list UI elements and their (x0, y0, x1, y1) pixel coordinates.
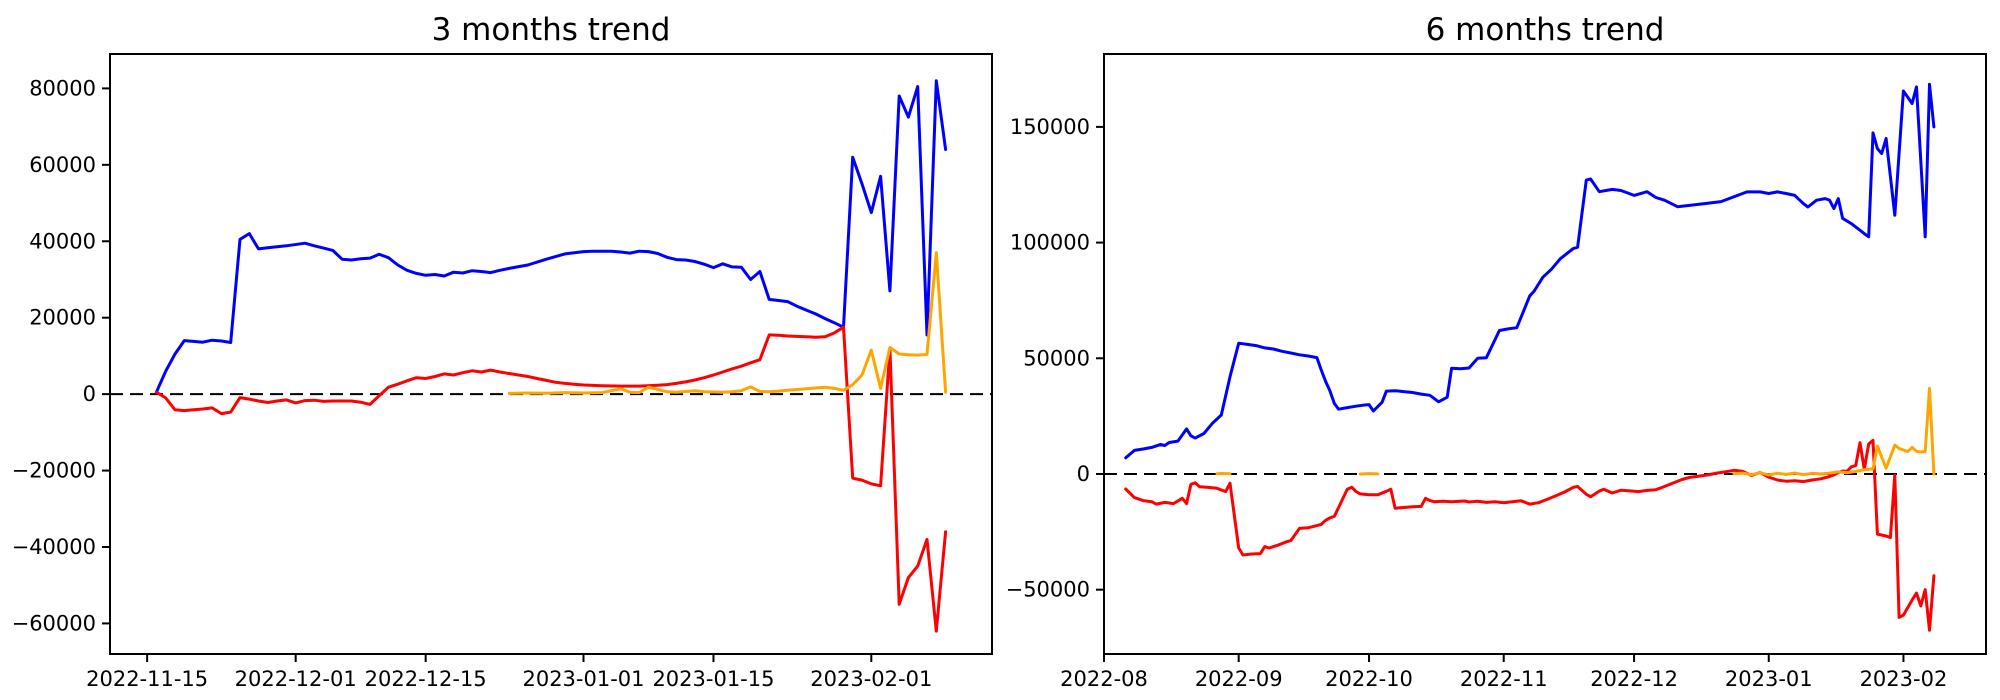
chart-3-months-trend: 3 months trend 80000 60000 40000 20000 0 −2000… (12, 12, 993, 691)
y-tick-label: 150000 (1010, 115, 1090, 139)
x-tick-label: 2023-02 (1860, 667, 1948, 691)
y-tick-label: 40000 (29, 229, 96, 253)
orange-line (1732, 386, 1936, 477)
y-tick-label: 0 (1077, 462, 1090, 486)
x-tick-label: 2022-11-15 (86, 667, 208, 691)
x-tick-label: 2022-08 (1060, 667, 1148, 691)
x-tick-label: 2022-12-15 (365, 667, 487, 691)
x-tick-label: 2022-11 (1460, 667, 1548, 691)
y-tick-label: −40000 (12, 535, 96, 559)
blue-line (1124, 82, 1936, 460)
x-tick-label: 2022-10 (1325, 667, 1413, 691)
y-tick-label: −60000 (12, 611, 96, 635)
chart-6-months-trend: 6 months trend 150000 100000 50000 0 −50000 20… (1006, 12, 1987, 691)
x-tick-label: 2023-02-01 (810, 667, 932, 691)
x-tick-label: 2022-12-01 (235, 667, 357, 691)
y-tick-label: 50000 (1023, 346, 1090, 370)
red-line (154, 325, 948, 633)
y-tick-label: 20000 (29, 306, 96, 330)
x-tick-label: 2023-01-15 (652, 667, 774, 691)
chart-title: 3 months trend (432, 12, 671, 48)
x-tick-label: 2022-12 (1590, 667, 1678, 691)
plot-border (109, 53, 993, 655)
x-tick-label: 2022-09 (1195, 667, 1283, 691)
orange-line (507, 251, 948, 395)
x-tick-label: 2023-01 (1725, 667, 1813, 691)
y-tick-label: −50000 (1006, 578, 1090, 602)
red-line (1124, 438, 1936, 632)
chart-title: 6 months trend (1426, 12, 1665, 48)
y-tick-label: −20000 (12, 459, 96, 483)
blue-line (154, 79, 948, 394)
plot-border (1103, 53, 1987, 655)
y-tick-label: 0 (83, 382, 96, 406)
x-tick-label: 2023-01-01 (522, 667, 644, 691)
y-tick-label: 60000 (29, 153, 96, 177)
y-tick-label: 100000 (1010, 231, 1090, 255)
y-tick-label: 80000 (29, 76, 96, 100)
